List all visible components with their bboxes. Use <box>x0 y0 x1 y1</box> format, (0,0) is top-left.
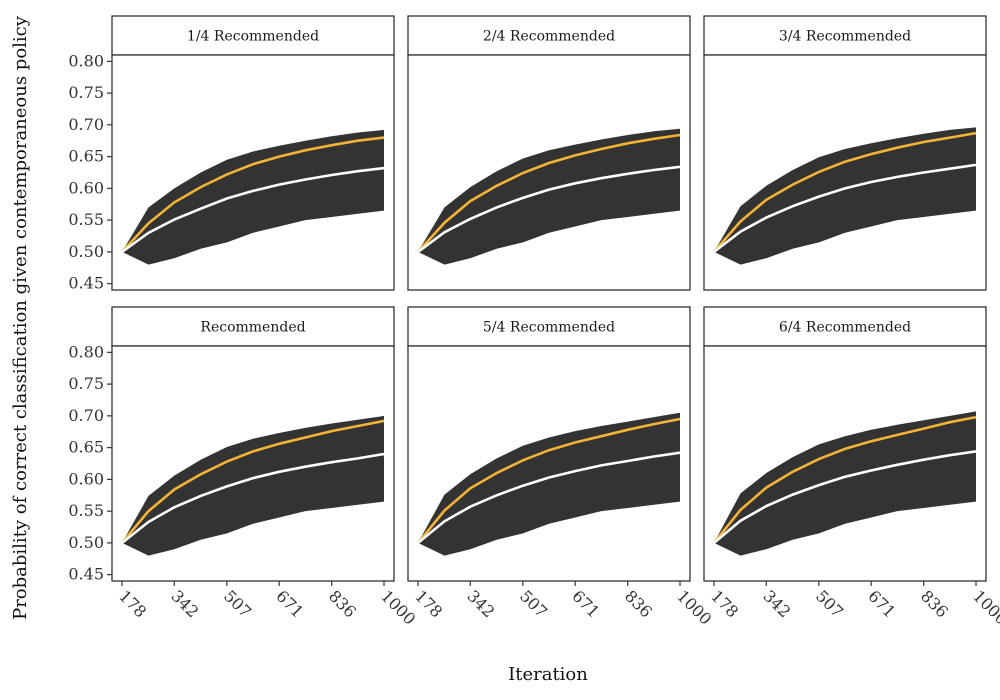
plot-border <box>703 54 987 291</box>
y-tick-label: 0.50 <box>68 533 104 552</box>
y-tick-label: 0.70 <box>68 406 104 425</box>
x-axis-title: Iteration <box>508 664 588 685</box>
panel-4: Recommended 0.45 0.50 0.55 0.60 0.65 0.70 0.75 0… <box>68 306 419 629</box>
x-tick-label: 1000 <box>377 586 419 628</box>
panel-2: 2/4 Recommended <box>407 15 691 291</box>
plot-border <box>111 54 395 291</box>
uncertainty-band <box>122 129 384 265</box>
x-tick-label: 836 <box>621 586 656 621</box>
y-tick-label: 0.55 <box>68 501 104 520</box>
x-tick-label: 836 <box>325 586 360 621</box>
panel-strip <box>407 15 691 56</box>
x-tick-label: 178 <box>115 586 150 621</box>
panel-strip <box>407 306 691 347</box>
uncertainty-band <box>122 415 384 556</box>
upper-line <box>121 136 385 253</box>
upper-line <box>121 419 385 544</box>
median-line <box>713 163 977 253</box>
y-tick-label: 0.45 <box>68 565 104 584</box>
panel-strip <box>111 15 395 56</box>
panel-strip <box>703 15 987 56</box>
y-tick-label: 0.45 <box>68 274 104 293</box>
x-tick-label: 1000 <box>673 586 715 628</box>
panel-3: 3/4 Recommended <box>703 15 987 291</box>
y-tick-label: 0.65 <box>68 438 104 457</box>
plot-border <box>407 54 691 291</box>
x-tick-label: 342 <box>759 586 794 621</box>
x-tick-label: 1000 <box>969 586 1000 628</box>
x-tick-label: 671 <box>568 586 603 621</box>
plot-border <box>703 345 987 582</box>
y-tick-label: 0.80 <box>68 51 104 70</box>
upper-line <box>712 415 977 544</box>
plot-border <box>111 345 395 582</box>
x-tick-label: 836 <box>917 586 952 621</box>
median-line <box>121 166 385 253</box>
uncertainty-band <box>418 128 680 265</box>
upper-line <box>416 417 681 544</box>
y-tick-label: 0.70 <box>68 115 104 134</box>
y-tick-label: 0.50 <box>68 242 104 261</box>
panels-group: 1/4 Recommended 0.45 0.50 0.55 0.60 0.65 0.70 0… <box>68 15 1000 629</box>
median-line <box>121 452 385 544</box>
median-line <box>417 451 681 544</box>
x-tick-label: 342 <box>167 586 202 621</box>
y-tick-label: 0.75 <box>68 374 104 393</box>
median-line <box>713 450 977 544</box>
y-tick-label: 0.75 <box>68 83 104 102</box>
x-tick-label: 507 <box>812 586 847 621</box>
plot-border <box>407 345 691 582</box>
panel-title: 6/4 Recommended <box>779 320 911 336</box>
y-tick-label: 0.65 <box>68 147 104 166</box>
x-tick-label: 507 <box>220 586 255 621</box>
panel-title: 5/4 Recommended <box>483 320 615 336</box>
x-tick-label: 671 <box>272 586 307 621</box>
x-tick-label: 671 <box>864 586 899 621</box>
uncertainty-band <box>418 412 680 556</box>
upper-line <box>713 131 977 253</box>
median-line <box>417 165 681 253</box>
panel-title: 1/4 Recommended <box>187 29 319 45</box>
y-tick-label: 0.55 <box>68 210 104 229</box>
panel-title: 2/4 Recommended <box>483 29 615 45</box>
uncertainty-band <box>714 411 976 556</box>
panel-title: 3/4 Recommended <box>779 29 911 45</box>
panel-title: Recommended <box>200 320 305 336</box>
x-tick-label: 342 <box>463 586 498 621</box>
panel-1: 1/4 Recommended 0.45 0.50 0.55 0.60 0.65 0.70 0… <box>68 15 395 293</box>
y-tick-label: 0.60 <box>68 469 104 488</box>
y-axis-title: Probability of correct classification gi… <box>10 15 31 620</box>
panel-strip <box>111 306 395 347</box>
uncertainty-band <box>714 127 976 265</box>
y-tick-label: 0.80 <box>68 342 104 361</box>
x-tick-label: 507 <box>516 586 551 621</box>
upper-line <box>417 133 681 253</box>
y-tick-label: 0.60 <box>68 178 104 197</box>
